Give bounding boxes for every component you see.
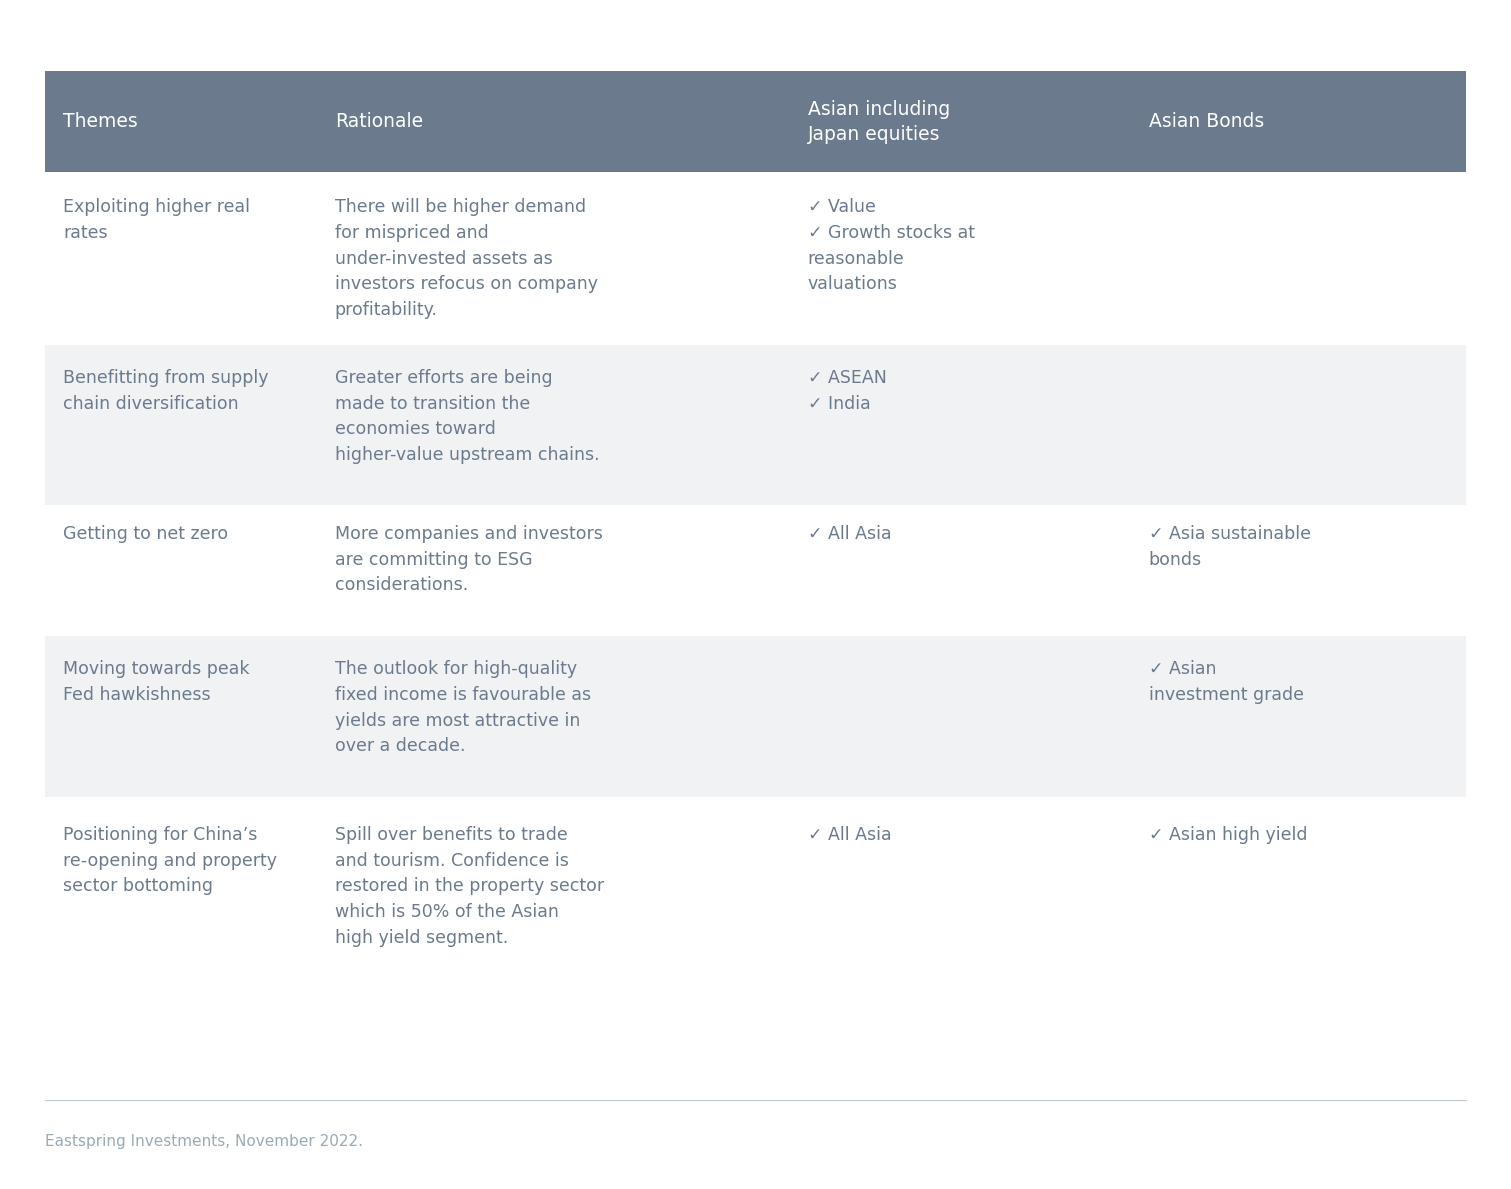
Text: Asian Bonds: Asian Bonds — [1148, 113, 1263, 131]
Text: Benefitting from supply
chain diversification: Benefitting from supply chain diversific… — [63, 369, 269, 413]
Text: Positioning for China’s
re-opening and property
sector bottoming: Positioning for China’s re-opening and p… — [63, 826, 277, 895]
Text: ✓ All Asia: ✓ All Asia — [808, 826, 891, 844]
Bar — [45, 71, 1466, 172]
Text: Rationale: Rationale — [335, 113, 423, 131]
Text: Eastspring Investments, November 2022.: Eastspring Investments, November 2022. — [45, 1134, 363, 1149]
Text: ✓ ASEAN
✓ India: ✓ ASEAN ✓ India — [808, 369, 887, 413]
Text: There will be higher demand
for mispriced and
under-invested assets as
investors: There will be higher demand for misprice… — [335, 199, 598, 319]
Bar — [45, 636, 1466, 797]
Text: Moving towards peak
Fed hawkishness: Moving towards peak Fed hawkishness — [63, 660, 249, 704]
Text: Spill over benefits to trade
and tourism. Confidence is
restored in the property: Spill over benefits to trade and tourism… — [335, 826, 604, 946]
Bar — [45, 345, 1466, 505]
Text: Asian including
Japan equities: Asian including Japan equities — [808, 100, 950, 144]
Bar — [45, 797, 1466, 993]
Text: ✓ All Asia: ✓ All Asia — [808, 526, 891, 543]
Text: Themes: Themes — [63, 113, 138, 131]
Bar — [45, 505, 1466, 636]
Text: Getting to net zero: Getting to net zero — [63, 526, 228, 543]
Text: The outlook for high-quality
fixed income is favourable as
yields are most attra: The outlook for high-quality fixed incom… — [335, 660, 591, 755]
Text: Greater efforts are being
made to transition the
economies toward
higher-value u: Greater efforts are being made to transi… — [335, 369, 600, 464]
Bar — [45, 172, 1466, 345]
Text: ✓ Value
✓ Growth stocks at
reasonable
valuations: ✓ Value ✓ Growth stocks at reasonable va… — [808, 199, 975, 294]
Text: ✓ Asia sustainable
bonds: ✓ Asia sustainable bonds — [1148, 526, 1310, 568]
Text: ✓ Asian
investment grade: ✓ Asian investment grade — [1148, 660, 1304, 704]
Text: More companies and investors
are committing to ESG
considerations.: More companies and investors are committ… — [335, 526, 603, 594]
Text: ✓ Asian high yield: ✓ Asian high yield — [1148, 826, 1307, 844]
Text: Exploiting higher real
rates: Exploiting higher real rates — [63, 199, 251, 243]
